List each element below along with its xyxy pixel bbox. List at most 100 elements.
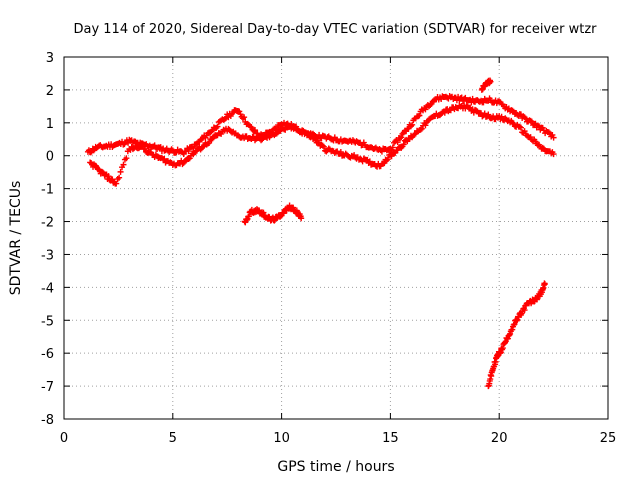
- data-point: [521, 128, 528, 135]
- data-point: [400, 141, 407, 148]
- data-point: [129, 146, 136, 153]
- data-point: [405, 136, 412, 143]
- axis-ticks: [63, 56, 609, 420]
- data-point: [120, 161, 127, 168]
- y-tick-label: -6: [41, 347, 54, 362]
- y-tick-label: 0: [46, 150, 54, 165]
- data-point: [198, 135, 205, 142]
- y-tick-label: 2: [46, 84, 54, 99]
- data-point: [506, 332, 513, 339]
- data-point: [394, 139, 401, 146]
- data-point: [409, 121, 416, 128]
- data-point: [533, 296, 540, 303]
- data-point: [243, 217, 250, 224]
- data-point: [117, 168, 124, 175]
- y-axis-label: SDTVAR / TECUs: [8, 181, 24, 296]
- data-point: [383, 157, 390, 164]
- data-point: [116, 174, 123, 181]
- data-point: [397, 135, 404, 142]
- y-tick-label: -3: [41, 248, 54, 263]
- data-point: [534, 122, 541, 129]
- data-point: [388, 153, 395, 160]
- data-point: [498, 113, 505, 120]
- data-point: [416, 112, 423, 119]
- y-tick-label: -1: [41, 183, 54, 198]
- data-point: [113, 180, 120, 187]
- y-tick-label: -4: [41, 281, 54, 296]
- x-tick-label: 5: [169, 431, 177, 446]
- data-point: [504, 335, 511, 342]
- data-point: [441, 109, 448, 116]
- data-point: [502, 339, 509, 346]
- data-point: [511, 321, 518, 328]
- data-point: [473, 107, 480, 114]
- x-tick-label: 10: [273, 431, 290, 446]
- data-point: [319, 142, 326, 149]
- data-point: [417, 126, 424, 133]
- plot-frame: [63, 56, 609, 420]
- data-point: [509, 326, 516, 333]
- data-point: [513, 317, 520, 324]
- y-tick-label: 1: [46, 117, 54, 132]
- data-point: [241, 114, 248, 121]
- data-point: [545, 129, 552, 136]
- x-tick-label: 25: [600, 431, 617, 446]
- data-point: [485, 111, 492, 118]
- data-marks: [84, 77, 557, 390]
- data-point: [123, 155, 130, 162]
- data-point: [141, 145, 148, 152]
- data-point: [418, 125, 425, 132]
- data-point: [258, 137, 265, 144]
- data-point: [509, 119, 516, 126]
- data-point: [245, 213, 252, 220]
- data-point: [384, 156, 391, 163]
- y-tick-label: -7: [41, 380, 54, 395]
- data-point: [239, 115, 246, 122]
- data-point: [521, 307, 528, 314]
- data-point: [422, 122, 429, 129]
- y-tick-label: 3: [46, 51, 54, 66]
- data-point: [290, 204, 297, 211]
- data-point: [168, 146, 175, 153]
- data-point: [312, 136, 319, 143]
- data-point: [271, 217, 278, 224]
- data-point: [516, 123, 523, 130]
- data-point: [260, 209, 267, 216]
- data-point: [252, 127, 259, 134]
- data-point: [510, 321, 517, 328]
- y-tick-label: -5: [41, 314, 54, 329]
- data-point: [487, 78, 494, 85]
- data-point: [208, 136, 215, 143]
- data-point: [411, 131, 418, 138]
- data-point: [221, 115, 228, 122]
- data-point: [427, 101, 434, 108]
- data-point: [550, 151, 557, 158]
- data-point: [517, 124, 524, 131]
- data-point: [109, 176, 116, 183]
- data-point: [337, 148, 344, 155]
- data-point: [185, 156, 192, 163]
- data-point: [541, 281, 548, 288]
- data-point: [499, 345, 506, 352]
- data-point: [398, 134, 405, 141]
- x-tick-label: 0: [60, 431, 68, 446]
- y-tick-label: -2: [41, 216, 54, 231]
- data-point: [404, 125, 411, 132]
- data-point: [539, 144, 546, 151]
- x-tick-label: 20: [491, 431, 508, 446]
- data-point: [206, 139, 213, 146]
- data-point: [105, 173, 112, 180]
- data-point: [298, 215, 305, 222]
- data-point: [509, 107, 516, 114]
- x-axis-label: GPS time / hours: [277, 459, 394, 475]
- data-point: [389, 144, 396, 151]
- data-point: [550, 134, 557, 141]
- data-point: [172, 149, 179, 156]
- x-tick-label: 15: [382, 431, 399, 446]
- data-point: [305, 130, 312, 137]
- data-point: [316, 131, 323, 138]
- data-point: [422, 106, 429, 113]
- chart-title: Day 114 of 2020, Sidereal Day-to-day VTE…: [73, 22, 597, 37]
- data-point: [214, 123, 221, 130]
